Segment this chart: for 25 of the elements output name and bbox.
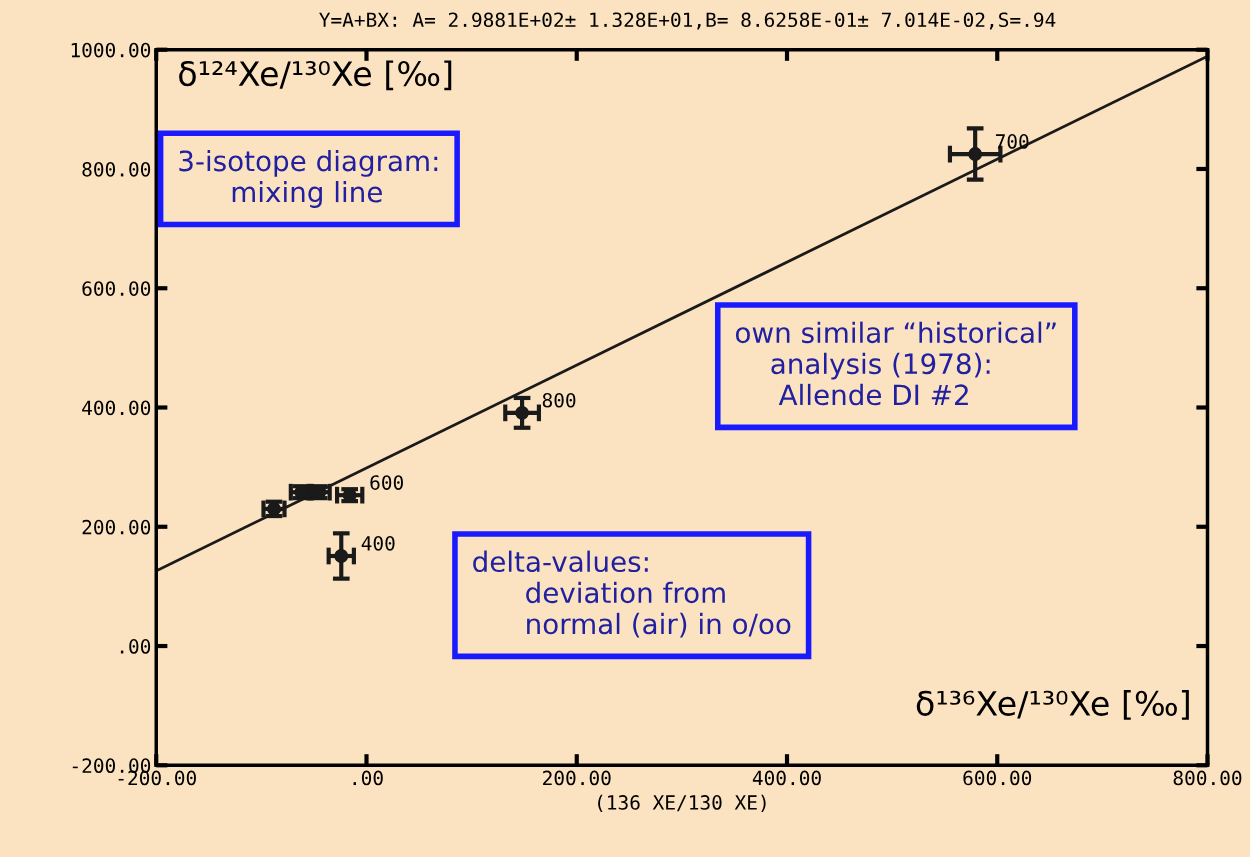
y-tick-label: 400.00 — [82, 400, 151, 416]
annotation: 800 — [542, 392, 576, 408]
annotation: 400 — [361, 536, 395, 551]
y-tick-label: 600.00 — [82, 281, 151, 296]
point — [515, 405, 530, 420]
x-tick-label: 400.00 — [752, 770, 821, 786]
y-axis-title: δ¹²⁴Xe/¹³⁰Xe [‰] — [179, 60, 452, 91]
annotation: 3-isotope diagram: mixing line — [179, 149, 438, 208]
x-axis-title: (136 XE/130 XE) — [598, 794, 766, 813]
point — [968, 147, 983, 162]
y-tick-label: .00 — [120, 639, 151, 654]
y-tick-label: 800.00 — [82, 161, 151, 177]
y-tick-label: 1000.00 — [71, 42, 151, 58]
x-tick-label: 800.00 — [1173, 770, 1242, 786]
y-tick-label: 200.00 — [82, 519, 151, 535]
annotation: delta-values: deviation from normal (air) in o/oo — [473, 550, 791, 638]
x-tick-label: 600.00 — [963, 770, 1032, 786]
x-tick-label: .00 — [353, 770, 383, 786]
x-tick-label: 200.00 — [543, 770, 611, 786]
annotation: 700 — [995, 134, 1029, 149]
annotation: own similar “historical” analysis (1978): Allende DI #2 — [735, 321, 1056, 406]
annotation: δ¹³⁶Xe/¹³⁰Xe [‰] — [916, 690, 1189, 720]
point — [334, 549, 349, 563]
chart-title: Y=A+BX: A= 2.9881E+02± 1.328E+01,B= 8.6258E-01± 7.014E-02,S=.94 — [319, 12, 1056, 30]
annotation: 600 — [370, 475, 403, 490]
